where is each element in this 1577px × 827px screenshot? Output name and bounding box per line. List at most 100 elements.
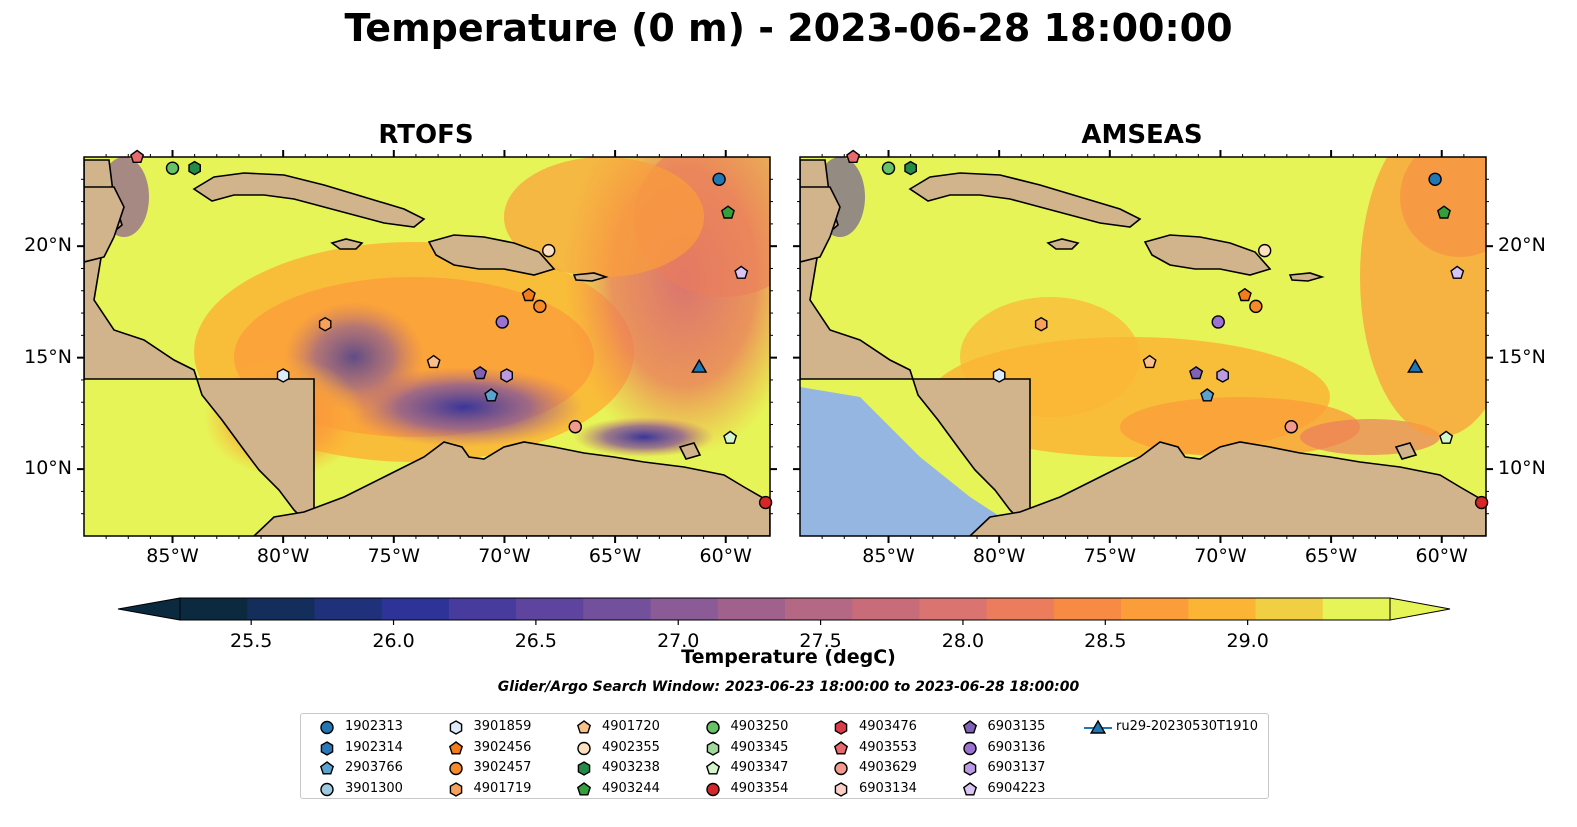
colorbar-cell [1255,598,1324,620]
legend-label: 1902314 [345,739,403,755]
lon-tick-label: 65°W [1304,545,1358,567]
legend-label: 4903629 [859,760,917,775]
float-marker-1902313 [712,172,726,186]
colorbar-cell [1188,598,1257,620]
legend-symbol [833,740,849,755]
legend-label: 4903476 [859,719,917,734]
float-marker-ru29-20230530T1910 [691,358,708,373]
legend-label: 4903244 [602,780,660,796]
legend-label: ru29-20230530T1910 [1116,719,1259,734]
legend-label: 6903134 [859,780,917,796]
legend-marker [320,720,334,735]
legend-marker [319,761,335,775]
colorbar-cell [1053,598,1122,620]
legend-marker [705,782,720,796]
legend-item: 3902456 [440,738,630,758]
legend-item: ru29-20230530T1910 [1082,717,1272,737]
colorbar-label: Temperature (degC) [681,646,896,668]
legend-symbol [320,740,334,756]
legend-item: 4902355 [568,738,758,758]
legend-marker [577,761,591,776]
legend-marker [962,741,977,755]
legend-marker [320,740,334,756]
lon-tick-label: 70°W [1194,545,1247,567]
legend-label: 3902457 [473,760,532,775]
legend-label: 3902456 [473,739,532,755]
legend-symbol [577,741,591,755]
legend-item: 1902313 [311,717,501,737]
legend-symbol [449,720,462,735]
float-marker-4903354 [1474,495,1489,510]
legend-symbol [320,720,334,735]
float-marker-6903137 [1216,368,1230,383]
lon-tick-label: 80°W [972,545,1026,567]
colorbar-tick-label: 25.5 [230,630,272,650]
legend-label: 1902313 [345,719,403,734]
legend-marker [577,741,591,755]
legend-item: 4903238 [568,758,758,778]
float-marker-4903354 [758,495,773,510]
legend-symbol [448,761,463,776]
legend-label: 3901859 [473,719,532,734]
legend-label: 6903137 [987,760,1046,775]
lat-tick-label: 15°N [24,345,72,368]
float-marker-4902355 [542,243,556,258]
legend-item: 6903135 [954,717,1144,737]
legend-label: 4903250 [730,719,789,734]
legend-marker [833,740,849,755]
colorbar-cell [516,598,584,620]
float-marker-3902456 [1237,287,1252,302]
legend-symbol [705,761,720,775]
float-marker-4903250 [881,161,896,175]
float-marker-4902355 [1258,243,1272,258]
legend-marker [705,720,720,735]
legend-label: 4903238 [602,760,660,775]
lon-tick-label: 75°W [367,545,421,567]
float-marker-4903244 [1436,205,1451,219]
colorbar-extend-high [1389,597,1451,621]
legend-marker [1084,719,1112,734]
legend-item: 4901719 [440,779,630,799]
legend-item: 4903629 [825,758,1015,778]
colorbar-cell [650,598,719,620]
colorbar-tick-label: 28.0 [942,630,984,650]
lon-tick-label: 75°W [1083,545,1137,567]
legend-item: 6903134 [825,779,1015,799]
legend-symbol [705,782,720,796]
lon-tick-label: 85°W [862,545,915,567]
lat-tick-label: 20°N [1498,234,1546,257]
legend-marker [449,781,462,797]
lat-tick-label: 10°N [1498,457,1546,480]
colorbar-tick-label: 27.0 [657,630,699,650]
legend-label: 6904223 [987,780,1046,796]
float-marker-4901720 [426,354,441,369]
panel-title-rtofs: RTOFS [378,120,474,150]
colorbar-cell [448,598,517,620]
colorbar-cell [180,598,248,620]
legend-label: 4901719 [473,780,532,796]
float-marker-4903347 [1439,430,1454,444]
legend-item: 4903347 [697,758,887,778]
colorbar-cell [919,598,988,620]
legend: 1902313 1902314 2903766 3901300 3901859 39024… [300,713,1269,799]
legend-item: 4903345 [697,738,887,758]
legend-marker [962,720,977,734]
colorbar-cell [247,598,315,620]
colorbar-cell [381,598,450,620]
float-marker-6903135 [473,365,488,380]
colorbar-tick-label: 26.0 [372,630,414,650]
legend-item: 4903354 [697,779,887,799]
float-marker-3902457 [1249,299,1263,314]
legend-symbol [834,761,848,776]
lon-tick-label: 60°W [699,545,752,567]
legend-item: 4903250 [697,717,887,737]
legend-label: 3901300 [345,780,403,796]
legend-symbol [576,781,592,796]
float-marker-3901859 [276,368,290,383]
float-marker-ru29-20230530T1910 [1407,358,1424,373]
float-marker-6903135 [1189,365,1204,380]
float-marker-6904223 [1450,265,1465,279]
search-window-text: Glider/Argo Search Window: 2023-06-23 18… [497,679,1080,695]
legend-symbol [576,720,592,734]
legend-label: 4903354 [730,780,789,796]
